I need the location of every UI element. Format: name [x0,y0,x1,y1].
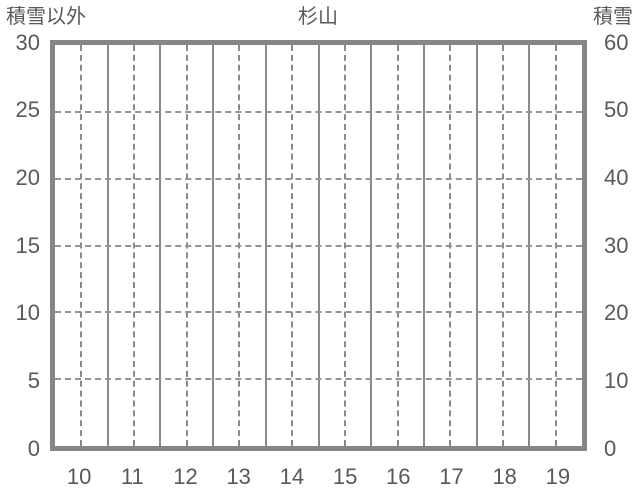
x-tick-label: 17 [439,464,464,489]
gridline-horizontal-dashed [55,110,582,113]
right-axis-title: 積雪 [593,6,633,28]
y-tick-label-right: 60 [604,29,629,55]
y-tick-label-left: 20 [15,164,40,190]
y-tick-label-left: 0 [27,435,40,461]
y-tick-label-right: 0 [604,435,617,461]
gridline-horizontal-dashed [55,177,582,180]
y-tick-label-left: 30 [15,29,40,55]
x-tick-label: 16 [386,464,411,489]
y-tick-label-right: 10 [604,367,629,393]
x-tick-label: 13 [226,464,251,489]
x-tick-label: 18 [492,464,517,489]
y-tick-label-right: 40 [604,164,629,190]
y-tick-label-right: 20 [604,300,629,326]
x-tick-label: 12 [173,464,198,489]
left-axis-title: 積雪以外 [6,6,86,28]
y-tick-label-right: 50 [604,97,629,123]
chart-title: 杉山 [298,6,338,28]
y-tick-label-left: 25 [15,97,40,123]
x-tick-label: 11 [120,464,144,489]
x-tick-label: 19 [545,464,571,489]
y-tick-label-left: 5 [27,367,40,393]
x-tick-label: 10 [66,464,92,489]
y-tick-label-left: 10 [15,300,40,326]
x-tick-label: 14 [279,464,305,489]
y-tick-label-left: 15 [15,232,40,258]
gridline-horizontal-dashed [55,311,582,314]
gridline-horizontal-dashed [55,244,582,247]
x-tick-label: 15 [332,464,358,489]
gridline-horizontal-dashed [55,378,582,381]
y-tick-label-right: 30 [604,232,629,258]
plot-area [50,40,587,451]
